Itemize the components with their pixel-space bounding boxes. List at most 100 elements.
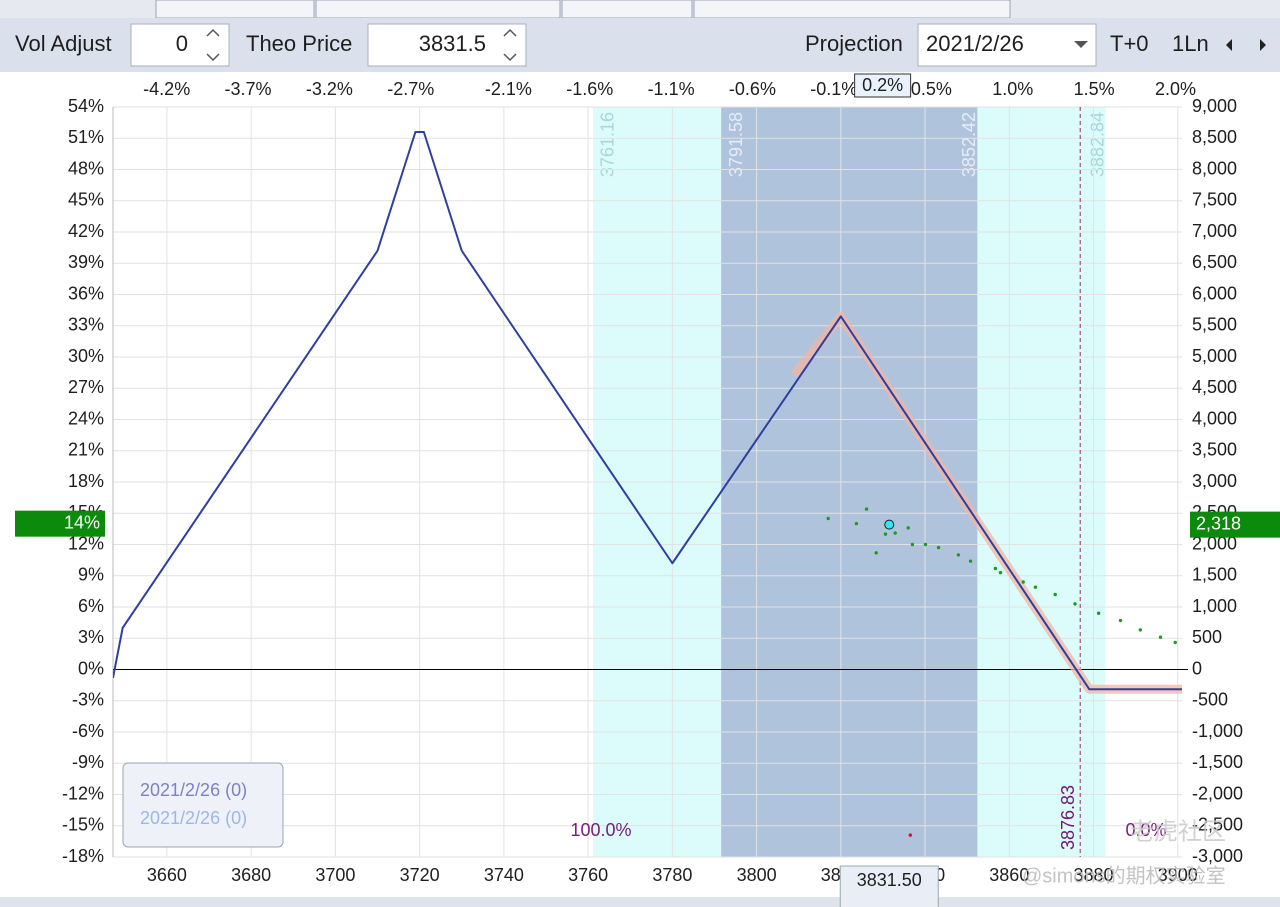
x-tick-label: 3740 [484,865,524,885]
y-tick-label: 0% [78,658,104,678]
x2-tick-label: 2.0% [1155,79,1196,99]
x2-tick-label: -3.7% [225,79,272,99]
y-tick-label: 9% [78,565,104,585]
x2-tick-label: -1.6% [566,79,613,99]
y2-tick-label: 6,000 [1192,283,1237,303]
scatter-point [854,521,859,526]
spinner[interactable] [503,28,517,62]
mode-button[interactable]: T+0 [1110,31,1149,56]
current-pct-label: 14% [64,512,100,532]
y2-tick-label: 6,500 [1192,252,1237,272]
x-tick-label: 3780 [652,865,692,885]
scatter-point [998,570,1003,575]
legend-box [122,762,284,848]
scatter-point [1118,618,1123,623]
x-tick-label: 3680 [231,865,271,885]
watermark: 老虎社区 [1130,818,1226,845]
y-tick-label: 39% [68,252,104,272]
y-tick-label: -6% [72,721,104,741]
vol-adjust-value: 0 [176,31,188,56]
x2-tick-label: 1.5% [1074,79,1115,99]
scatter-point [874,551,878,555]
y2-tick-label: 4,000 [1192,408,1237,428]
pct-marker-box [854,73,912,98]
lines-button[interactable]: 1Ln [1172,31,1209,56]
y2-tick-label: 9,000 [1192,96,1237,116]
tab[interactable] [155,0,315,19]
pct-marker-label: 0.2% [862,75,903,95]
x-tick-label: 3760 [568,865,608,885]
scatter-point [906,526,910,530]
x2-tick-label: -1.1% [648,79,695,99]
y-tick-label: 48% [68,158,104,178]
y2-tick-label: 3,000 [1192,471,1237,491]
y-tick-label: 36% [68,283,104,303]
vol-adjust-label: Vol Adjust [15,31,112,56]
legend-entry: 2021/2/26 (0) [140,808,247,828]
theo-price-label: Theo Price [246,31,352,56]
y2-tick-label: 8,500 [1192,127,1237,147]
dropdown-arrow[interactable] [1074,41,1088,48]
x-tick-label: 3700 [315,865,355,885]
y-tick-label: 24% [68,408,104,428]
y2-tick-label: 1,500 [1192,565,1237,585]
band-label: 3882.84 [1087,112,1107,177]
y-tick-label: 54% [68,96,104,116]
y-tick-label: 3% [78,627,104,647]
projection-dropdown[interactable] [917,23,1097,67]
y-tick-label: -12% [62,783,104,803]
scatter-point [956,553,961,557]
y-tick-label: 27% [68,377,104,397]
x-tick-label: 3660 [147,865,187,885]
tab[interactable] [561,0,693,19]
theo-price-input[interactable] [367,23,527,67]
scatter-point [1021,580,1025,584]
scatter-point [908,833,913,837]
y-tick-label: -9% [72,752,104,772]
scatter-point [910,542,915,547]
scatter-point [1033,585,1038,589]
spinner[interactable] [206,28,220,62]
x2-tick-label: -2.1% [485,79,532,99]
x-tick-label: 3900 [1158,865,1198,885]
y-tick-label: 6% [78,596,104,616]
watermark: @simons的期权实验室 [1022,864,1226,887]
band-label: 3761.16 [598,112,618,177]
x2-tick-label: 0.5% [911,79,952,99]
status-strip [0,897,1280,907]
breakeven-label: 3876.83 [1058,785,1078,850]
y-tick-label: -15% [62,815,104,835]
y-tick-label: 42% [68,221,104,241]
y2-tick-label: -500 [1192,690,1228,710]
x-tick-label: 3800 [737,865,777,885]
y2-tick-label: -2,500 [1192,815,1243,835]
y2-tick-label: -3,000 [1192,846,1243,866]
tab[interactable] [693,0,1011,19]
projection-label: Projection [805,31,903,56]
x2-tick-label: 1.0% [992,79,1033,99]
probability-label: 100.0% [570,820,631,840]
x-tick-label: 3860 [989,865,1029,885]
y2-tick-label: 0 [1192,658,1202,678]
theo-price-value: 3831.5 [419,31,486,56]
x2-tick-label: -2.7% [387,79,434,99]
scatter-point [993,566,998,571]
y2-tick-label: -1,000 [1192,721,1243,741]
price-marker-label: 3831.50 [857,870,922,890]
scatter-point [864,507,869,511]
probability-label: 0.0% [1126,820,1167,840]
scatter-point [826,516,830,521]
y-tick-label: -18% [62,846,104,866]
y2-tick-label: 2,000 [1192,533,1237,553]
y-tick-label: 45% [68,190,104,210]
x2-tick-label: -3.2% [306,79,353,99]
scatter-point [923,542,928,547]
legend-entry: 2021/2/26 (0) [140,780,247,800]
y-tick-label: -3% [72,690,104,710]
current-pl-label: 2,318 [1196,513,1241,533]
tab[interactable] [315,0,561,19]
y2-tick-label: 5,000 [1192,346,1237,366]
scatter-point [968,559,973,563]
